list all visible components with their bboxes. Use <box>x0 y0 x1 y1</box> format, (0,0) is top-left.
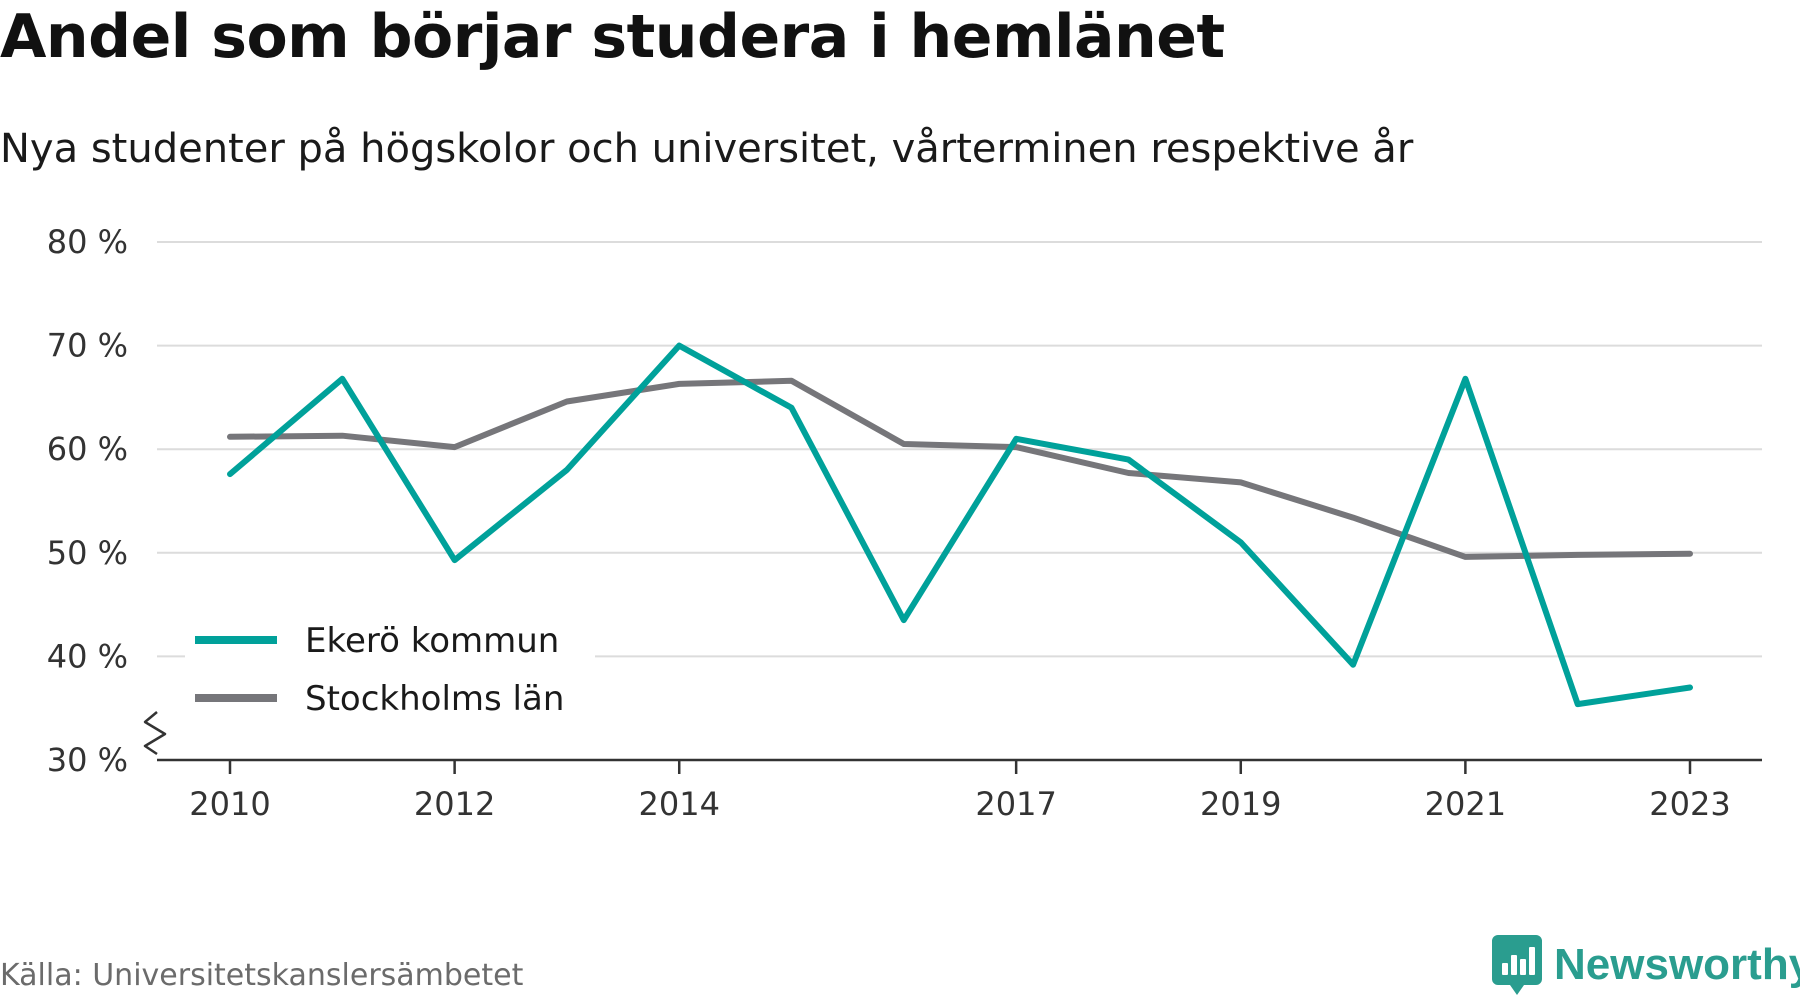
y-axis: 30 % 40 % 50 % 60 % 70 % 80 % <box>47 223 167 779</box>
series-line-1 <box>227 377 1693 560</box>
axis-break-icon <box>143 711 167 756</box>
brand-name: Newsworthy <box>1554 940 1800 989</box>
y-tick-label: 80 % <box>47 223 128 261</box>
legend-label: Stockholms län <box>305 679 564 719</box>
newsworthy-logo-icon <box>1492 935 1542 995</box>
series-line-0 <box>227 342 1693 708</box>
y-tick-label: 70 % <box>47 327 128 365</box>
brand-logo[interactable]: Newsworthy <box>1492 935 1800 995</box>
grid-lines <box>157 241 1762 658</box>
x-tick-label: 2021 <box>1425 785 1506 823</box>
x-tick-label: 2010 <box>189 785 270 823</box>
chart-title: Andel som börjar studera i hemlänet <box>0 2 1225 72</box>
y-tick-label: 50 % <box>47 534 128 572</box>
y-tick-label: 40 % <box>47 637 128 675</box>
x-tick-label: 2023 <box>1649 785 1730 823</box>
x-tick-label: 2012 <box>414 785 495 823</box>
legend-background <box>185 608 595 730</box>
x-tick-label: 2014 <box>639 785 720 823</box>
x-axis: 2010 2012 2014 2017 2019 2021 2023 <box>157 758 1762 823</box>
legend: Ekerö kommun Stockholms län <box>185 608 595 730</box>
y-tick-label: 30 % <box>47 741 128 779</box>
x-tick-label: 2017 <box>975 785 1056 823</box>
y-tick-label: 60 % <box>47 430 128 468</box>
chart-subtitle: Nya studenter på högskolor och universit… <box>0 126 1414 172</box>
legend-label: Ekerö kommun <box>305 621 559 661</box>
source-note: Källa: Universitetskanslersämbetet <box>0 958 524 993</box>
x-tick-label: 2019 <box>1200 785 1281 823</box>
series-lines <box>227 342 1693 708</box>
